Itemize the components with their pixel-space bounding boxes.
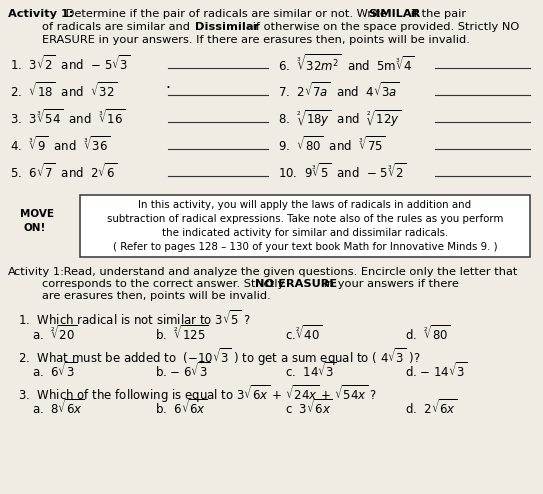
- Text: b.  6$\sqrt{6x}$: b. 6$\sqrt{6x}$: [155, 398, 207, 417]
- Text: 10.  9$\sqrt[3]{5}$  and  $-$ 5$\sqrt[3]{2}$: 10. 9$\sqrt[3]{5}$ and $-$ 5$\sqrt[3]{2}…: [278, 162, 407, 181]
- Text: ·: ·: [165, 81, 170, 96]
- Text: 1.  3$\sqrt{2}$  and  $-$ 5$\sqrt{3}$: 1. 3$\sqrt{2}$ and $-$ 5$\sqrt{3}$: [10, 54, 131, 73]
- Text: 9.  $\sqrt{80}$  and  $\sqrt[3]{75}$: 9. $\sqrt{80}$ and $\sqrt[3]{75}$: [278, 135, 386, 154]
- Text: 2.  $\sqrt{18}$  and  $\sqrt{32}$: 2. $\sqrt{18}$ and $\sqrt{32}$: [10, 81, 117, 100]
- Text: NO ERASURE: NO ERASURE: [255, 279, 337, 289]
- Text: are erasures then, points will be invalid.: are erasures then, points will be invali…: [42, 291, 271, 301]
- Text: Determine if the pair of radicals are similar or not. Write: Determine if the pair of radicals are si…: [62, 9, 390, 19]
- Text: if otherwise on the space provided. Strictly NO: if otherwise on the space provided. Stri…: [249, 22, 519, 32]
- Text: d.  $\sqrt[2]{80}$: d. $\sqrt[2]{80}$: [405, 324, 451, 343]
- Text: a.  $\sqrt[2]{20}$: a. $\sqrt[2]{20}$: [32, 324, 78, 343]
- Text: Activity 1:: Activity 1:: [8, 9, 73, 19]
- Text: corresponds to the correct answer. Strictly: corresponds to the correct answer. Stric…: [42, 279, 288, 289]
- Text: subtraction of radical expressions. Take note also of the rules as you perform: subtraction of radical expressions. Take…: [107, 214, 503, 224]
- Text: 5.  6$\sqrt{7}$  and  2$\sqrt{6}$: 5. 6$\sqrt{7}$ and 2$\sqrt{6}$: [10, 162, 117, 181]
- Text: SIMILAR: SIMILAR: [368, 9, 420, 19]
- Text: 2.  What must be added to  ($-$10$\sqrt{3}$ ) to get a sum equal to ( 4$\sqrt{3}: 2. What must be added to ($-$10$\sqrt{3}…: [18, 346, 420, 368]
- Text: 1.  Which radical is not similar to 3$\sqrt{5}$ ?: 1. Which radical is not similar to 3$\sq…: [18, 309, 251, 328]
- Text: Dissimilar: Dissimilar: [195, 22, 260, 32]
- Text: 3.  Which of the following is equal to 3$\sqrt{6x}$ + $\sqrt{24x}$ + $\sqrt{54x}: 3. Which of the following is equal to 3$…: [18, 383, 377, 405]
- Text: in your answers if there: in your answers if there: [320, 279, 459, 289]
- Text: 6.  $\sqrt[3]{32m^2}$  and  5m$\sqrt[3]{4}$: 6. $\sqrt[3]{32m^2}$ and 5m$\sqrt[3]{4}$: [278, 54, 415, 75]
- Text: ctivity 1:: ctivity 1:: [14, 267, 64, 277]
- Text: if the pair: if the pair: [407, 9, 466, 19]
- Text: c.  14$\sqrt{3}$: c. 14$\sqrt{3}$: [285, 361, 337, 380]
- Text: ERASURE in your answers. If there are erasures then, points will be invalid.: ERASURE in your answers. If there are er…: [42, 35, 470, 45]
- Text: 7.  2$\sqrt{7a}$  and  4$\sqrt{3a}$: 7. 2$\sqrt{7a}$ and 4$\sqrt{3a}$: [278, 81, 400, 100]
- Text: MOVE: MOVE: [20, 209, 54, 219]
- Text: 3.  3$\sqrt[3]{54}$  and  $\sqrt[3]{16}$: 3. 3$\sqrt[3]{54}$ and $\sqrt[3]{16}$: [10, 108, 125, 127]
- Text: a.  6$\sqrt{3}$: a. 6$\sqrt{3}$: [32, 361, 77, 380]
- Text: a.  8$\sqrt{6x}$: a. 8$\sqrt{6x}$: [32, 398, 84, 417]
- Text: b.  $\sqrt[2]{125}$: b. $\sqrt[2]{125}$: [155, 324, 208, 343]
- Text: ( Refer to pages 128 – 130 of your text book Math for Innovative Minds 9. ): ( Refer to pages 128 – 130 of your text …: [113, 242, 497, 252]
- Text: Read, understand and analyze the given questions. Encircle only the letter that: Read, understand and analyze the given q…: [60, 267, 517, 277]
- Text: c  3$\sqrt{6x}$: c 3$\sqrt{6x}$: [285, 398, 333, 417]
- Text: of radicals are similar and: of radicals are similar and: [42, 22, 194, 32]
- Text: the indicated activity for similar and dissimilar radicals.: the indicated activity for similar and d…: [162, 228, 448, 238]
- Text: ON!: ON!: [24, 223, 46, 233]
- Text: b. $-$ 6$\sqrt{3}$: b. $-$ 6$\sqrt{3}$: [155, 361, 210, 380]
- Text: 8.  $\sqrt[2]{18y}$  and  $\sqrt[2]{12y}$: 8. $\sqrt[2]{18y}$ and $\sqrt[2]{12y}$: [278, 108, 401, 129]
- Text: d.  2$\sqrt{6x}$: d. 2$\sqrt{6x}$: [405, 398, 457, 417]
- Text: c.$\sqrt[2]{40}$: c.$\sqrt[2]{40}$: [285, 324, 322, 343]
- FancyBboxPatch shape: [80, 195, 530, 257]
- Text: A: A: [8, 267, 16, 277]
- Text: In this activity, you will apply the laws of radicals in addition and: In this activity, you will apply the law…: [138, 200, 471, 210]
- Text: 4.  $\sqrt[3]{9}$  and  $\sqrt[3]{36}$: 4. $\sqrt[3]{9}$ and $\sqrt[3]{36}$: [10, 135, 110, 154]
- Text: d. $-$ 14$\sqrt{3}$: d. $-$ 14$\sqrt{3}$: [405, 361, 468, 380]
